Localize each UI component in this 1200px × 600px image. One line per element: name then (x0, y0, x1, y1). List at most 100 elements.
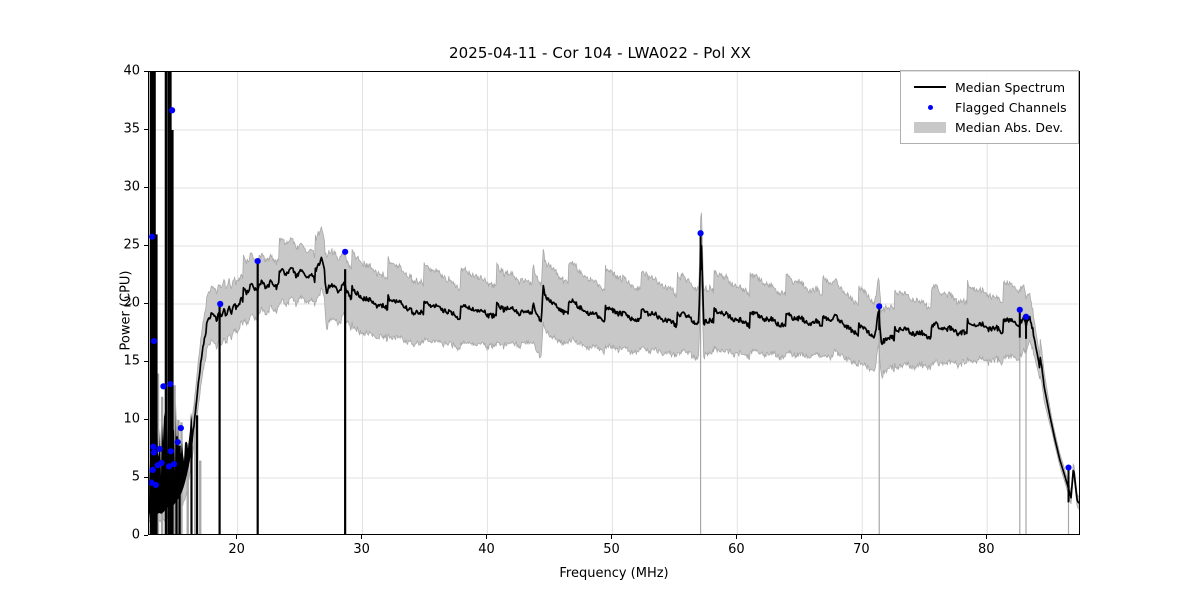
flagged-channel-point (156, 445, 163, 453)
rfi-spike (169, 72, 172, 534)
flagged-channel-point (217, 300, 224, 308)
flagged-channel-point (149, 466, 156, 473)
flagged-channel-point (177, 425, 184, 432)
rfi-spike (151, 72, 154, 534)
flagged-channel-point (1022, 313, 1030, 320)
legend-label: Median Abs. Dev. (955, 119, 1064, 135)
median-spectrum-line (149, 233, 1079, 515)
rfi-spike (186, 443, 189, 534)
x-tick-label: 20 (228, 542, 245, 557)
rfi-spike (153, 72, 156, 534)
y-tick-mark (144, 186, 148, 188)
legend-item-flagged-channels: Flagged Channels (909, 97, 1070, 117)
y-axis-label: Power (CPU) (118, 270, 134, 351)
rfi-spike (1067, 467, 1070, 503)
flagged-channel-point (697, 230, 704, 237)
rfi-spike (1018, 308, 1021, 338)
plot-area (148, 71, 1080, 535)
y-tick-label: 20 (123, 295, 140, 311)
rfi-spike (218, 301, 221, 534)
x-tick-mark (860, 535, 862, 539)
line-swatch-icon (909, 86, 951, 88)
flagged-channel-point (254, 257, 261, 265)
rfi-spike (699, 233, 702, 534)
rfi-spike (256, 259, 259, 534)
y-tick-label: 30 (123, 179, 140, 195)
y-tick-label: 0 (131, 527, 140, 543)
rfi-spike (164, 72, 167, 534)
y-tick-mark (144, 244, 148, 246)
mad-band (149, 212, 1079, 525)
x-tick-label: 80 (978, 542, 995, 557)
flagged-channel-markers (149, 107, 1072, 489)
x-tick-label: 30 (353, 542, 370, 557)
rfi-spike (878, 306, 880, 534)
median-spectrum-path (149, 244, 1079, 515)
patch-swatch-icon (909, 121, 951, 133)
legend-item-median-spectrum: Median Spectrum (909, 77, 1070, 97)
x-tick-mark (985, 535, 987, 539)
dot-swatch-icon (909, 104, 951, 110)
rfi-spike (171, 130, 174, 534)
y-tick-label: 15 (123, 353, 140, 369)
x-tick-label: 70 (853, 542, 870, 557)
legend-label: Median Spectrum (955, 79, 1066, 95)
x-tick-label: 60 (728, 542, 745, 557)
rfi-spike (1025, 314, 1028, 339)
x-tick-mark (735, 535, 737, 539)
y-tick-label: 35 (123, 121, 140, 137)
rfi-spike (199, 460, 202, 534)
flagged-channel-point (174, 438, 181, 446)
mad-envelope (149, 212, 1079, 525)
x-tick-label: 50 (603, 542, 620, 557)
flagged-channel-point (149, 233, 156, 240)
legend-item-median-abs-dev: Median Abs. Dev. (909, 117, 1070, 137)
flagged-channel-point (342, 248, 349, 255)
rfi-spike (878, 306, 881, 331)
y-tick-mark (144, 534, 148, 536)
rfi-spike (194, 402, 197, 534)
flagged-channel-point (150, 338, 158, 345)
rfi-spike (155, 234, 158, 534)
y-tick-mark (144, 70, 148, 72)
flagged-channel-point (158, 459, 165, 467)
flagged-channel-point (170, 460, 178, 468)
flagged-channel-point (167, 380, 174, 388)
x-tick-mark (236, 535, 238, 539)
rfi-spike (196, 415, 199, 534)
y-tick-mark (144, 360, 148, 362)
flagged-channel-point (160, 383, 167, 390)
y-tick-label: 10 (123, 411, 140, 427)
flagged-channel-point (150, 449, 158, 456)
legend-label: Flagged Channels (955, 99, 1067, 115)
x-axis-label: Frequency (MHz) (559, 566, 669, 581)
rfi-spike (190, 431, 193, 534)
rfi-spike (1025, 314, 1027, 534)
y-tick-mark (144, 418, 148, 420)
x-tick-mark (361, 535, 363, 539)
flagged-channel-point (150, 443, 157, 450)
y-tick-label: 25 (123, 237, 140, 253)
x-tick-mark (611, 535, 612, 539)
legend: Median Spectrum Flagged Channels Median … (900, 70, 1079, 144)
y-tick-label: 5 (131, 469, 140, 485)
flagged-channel-point (165, 463, 173, 470)
rfi-spike (167, 72, 170, 534)
y-tick-label: 40 (123, 63, 140, 79)
rfi-spike (149, 72, 152, 534)
flagged-channel-point (152, 481, 159, 489)
flagged-channel-point (1016, 306, 1023, 313)
flagged-channel-point (169, 107, 176, 114)
y-tick-mark (144, 476, 148, 478)
flagged-channel-point (167, 448, 174, 455)
y-tick-mark (144, 128, 148, 130)
rfi-spike (344, 269, 347, 534)
flagged-channel-point (1065, 464, 1072, 471)
rfi-spike (699, 233, 702, 270)
y-tick-mark (144, 302, 148, 304)
rfi-spike (156, 373, 160, 534)
x-tick-label: 40 (478, 542, 495, 557)
plot-title: 2025-04-11 - Cor 104 - LWA022 - Pol XX (448, 44, 752, 62)
flagged-channel-point (876, 303, 883, 310)
